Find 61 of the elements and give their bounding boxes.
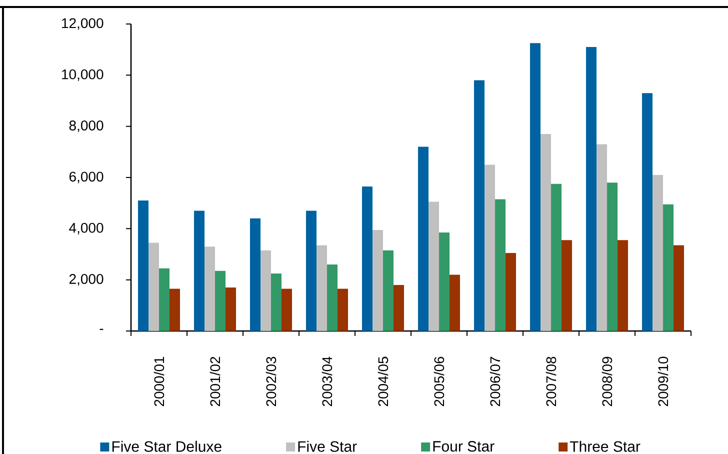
bar: [372, 230, 384, 331]
bar: [194, 210, 205, 331]
bar: [586, 47, 597, 331]
y-tick-label: 4,000: [69, 222, 104, 234]
bar: [551, 184, 562, 331]
bar: [306, 210, 317, 331]
bar: [663, 204, 674, 331]
bar: [596, 144, 608, 331]
bar: [383, 250, 394, 331]
x-tick-label: 2004/05: [378, 356, 388, 406]
bar: [495, 199, 506, 331]
x-tick-label: 2006/07: [490, 356, 500, 406]
bar: [530, 43, 541, 331]
bar: [428, 202, 440, 331]
x-tick-label: 2003/04: [322, 356, 332, 406]
bar: [159, 268, 170, 331]
bar: [394, 284, 404, 331]
bar: [450, 274, 460, 331]
bar: [674, 245, 684, 331]
y-tick-label: -: [100, 328, 104, 330]
bar: [562, 240, 572, 331]
legend-label: Three Star: [570, 440, 640, 452]
bar: [540, 134, 552, 331]
bar: [204, 246, 216, 331]
bar: [226, 288, 236, 331]
bar: [260, 250, 272, 331]
x-tick-label: 2007/08: [546, 356, 556, 406]
y-tick-label: 8,000: [69, 120, 104, 132]
bar: [138, 200, 148, 331]
x-tick-label: 2009/10: [658, 356, 668, 406]
bar: [484, 164, 496, 331]
bar: [170, 288, 180, 331]
legend-label: Four Star: [433, 441, 494, 452]
bar: [652, 174, 664, 331]
bar: [250, 218, 261, 331]
bar: [474, 80, 485, 331]
y-tick-label: 12,000: [62, 18, 104, 30]
x-tick-label: 2000/01: [154, 356, 164, 406]
bar: [642, 93, 653, 331]
legend-label: Five Star: [298, 440, 357, 452]
bar: [362, 186, 373, 331]
y-tick-label: 6,000: [69, 172, 104, 184]
bar: [282, 288, 292, 331]
bar: [607, 182, 618, 331]
bar: [327, 264, 338, 331]
bar: [215, 270, 226, 331]
y-tick-label: 10,000: [62, 69, 104, 81]
bar: [506, 252, 516, 331]
y-tick-label: 2,000: [69, 274, 104, 286]
x-tick-label: 2002/03: [266, 356, 276, 406]
bar: [316, 245, 328, 331]
bar: [148, 242, 159, 331]
bar: [338, 288, 348, 331]
bar: [439, 232, 450, 331]
bar: [271, 273, 282, 331]
x-tick-label: 2005/06: [434, 356, 444, 406]
x-tick-label: 2008/09: [602, 356, 612, 406]
x-tick-label: 2001/02: [210, 356, 220, 406]
legend-label: Five Star Deluxe: [112, 440, 222, 452]
bar: [418, 146, 429, 331]
bar: [618, 240, 628, 331]
